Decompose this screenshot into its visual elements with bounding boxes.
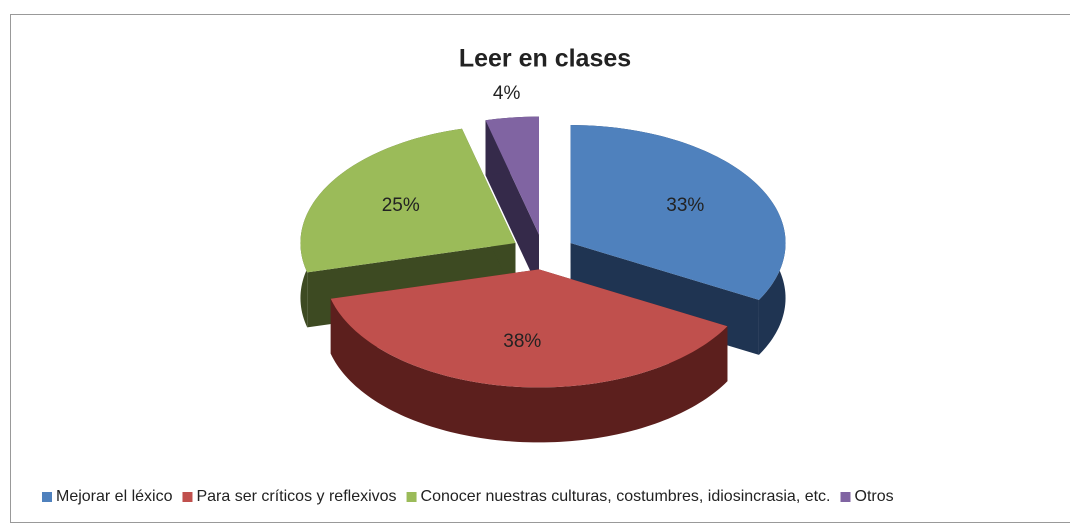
slice-top	[300, 128, 516, 273]
slice-outer-wall	[330, 298, 728, 443]
data-label: 33%	[666, 195, 704, 216]
legend-swatch	[840, 492, 851, 502]
slice-top	[570, 125, 786, 300]
chart-border	[10, 14, 1070, 523]
slice-top	[485, 116, 539, 235]
legend-label: Otros	[855, 488, 894, 505]
data-label: 25%	[382, 195, 420, 216]
chart-title: Leer en clases	[459, 45, 631, 73]
data-label: 38%	[503, 331, 541, 352]
pie-slice	[570, 125, 786, 355]
slice-top	[330, 269, 728, 388]
legend-label: Conocer nuestras culturas, costumbres, i…	[421, 488, 831, 505]
legend-swatch	[42, 492, 52, 502]
legend-swatch	[182, 492, 193, 502]
pie-slice	[485, 116, 539, 290]
data-label: 4%	[493, 83, 521, 104]
legend-label: Mejorar el léxico	[56, 488, 173, 505]
pie-slice	[300, 128, 516, 328]
legend-label: Para ser críticos y reflexivos	[196, 488, 396, 505]
legend-swatch	[406, 492, 417, 502]
pie-slice	[330, 269, 728, 443]
